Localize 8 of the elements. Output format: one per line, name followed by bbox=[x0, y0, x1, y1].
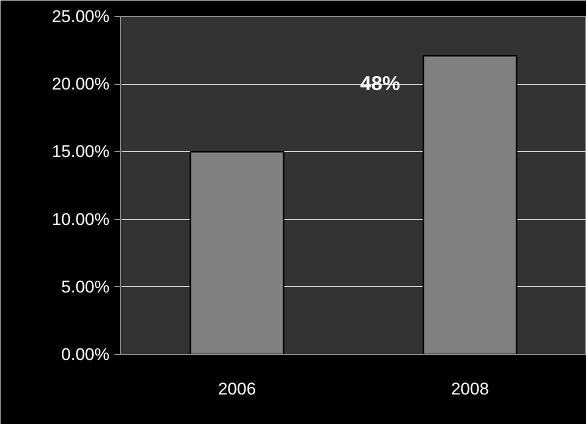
x-tick-label: 2008 bbox=[451, 380, 489, 398]
y-tick-label: 20.00% bbox=[52, 74, 110, 94]
y-tick-label: 25.00% bbox=[52, 7, 110, 26]
y-tick-label: 15.00% bbox=[52, 142, 110, 162]
y-tick-label: 0.00% bbox=[61, 345, 110, 364]
x-tick-label: 2006 bbox=[218, 380, 256, 398]
y-tick-label: 5.00% bbox=[61, 277, 110, 296]
y-tick-label: 10.00% bbox=[52, 210, 110, 229]
